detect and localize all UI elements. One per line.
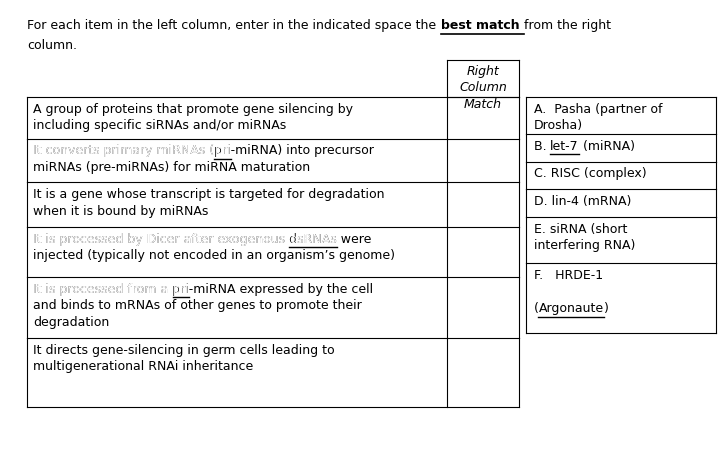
Text: Argonaute: Argonaute: [539, 302, 604, 315]
Text: Right
Column
Match: Right Column Match: [459, 65, 507, 111]
Text: ): ): [604, 302, 609, 315]
Text: A group of proteins that promote gene silencing by
including specific siRNAs and: A group of proteins that promote gene si…: [33, 103, 354, 132]
Text: (: (: [534, 302, 539, 315]
Text: C. RISC (complex): C. RISC (complex): [534, 167, 646, 180]
Text: It converts primary miRNAs (: It converts primary miRNAs (: [33, 144, 215, 157]
Text: It directs gene-silencing in germ cells leading to
multigenerational RNAi inheri: It directs gene-silencing in germ cells …: [33, 344, 335, 373]
Text: pri: pri: [173, 283, 189, 296]
Text: (miRNA): (miRNA): [579, 140, 635, 152]
Text: A.  Pasha (partner of
Drosha): A. Pasha (partner of Drosha): [534, 103, 662, 132]
Text: from the right: from the right: [523, 19, 611, 32]
Text: dsRNAs: dsRNAs: [289, 233, 337, 246]
Text: It converts primary miRNAs (pri-miRNA) into precursor
miRNAs (pre-miRNAs) for mi: It converts primary miRNAs (pri-miRNA) i…: [33, 144, 374, 174]
Text: let-7: let-7: [550, 140, 579, 152]
Text: It is processed from a pri-miRNA expressed by the cell
and binds to mRNAs of oth: It is processed from a pri-miRNA express…: [33, 283, 373, 329]
Text: F.   HRDE-1: F. HRDE-1: [534, 269, 603, 282]
Text: B.: B.: [534, 140, 550, 152]
Text: It is processed from a: It is processed from a: [33, 283, 173, 296]
Text: It is processed by Dicer after exogenous dsRNAs were
injected (typically not enc: It is processed by Dicer after exogenous…: [33, 233, 395, 262]
Text: It is a gene whose transcript is targeted for degradation
when it is bound by mi: It is a gene whose transcript is targete…: [33, 188, 385, 218]
Text: D. lin-4 (mRNA): D. lin-4 (mRNA): [534, 195, 631, 208]
Text: It is processed by Dicer after exogenous: It is processed by Dicer after exogenous: [33, 233, 289, 246]
Text: E. siRNA (short
interfering RNA): E. siRNA (short interfering RNA): [534, 223, 635, 252]
Text: For each item in the left column, enter in the indicated space the: For each item in the left column, enter …: [27, 19, 440, 32]
Text: column.: column.: [27, 39, 77, 52]
Text: best match: best match: [440, 19, 523, 32]
Text: pri: pri: [215, 144, 231, 157]
